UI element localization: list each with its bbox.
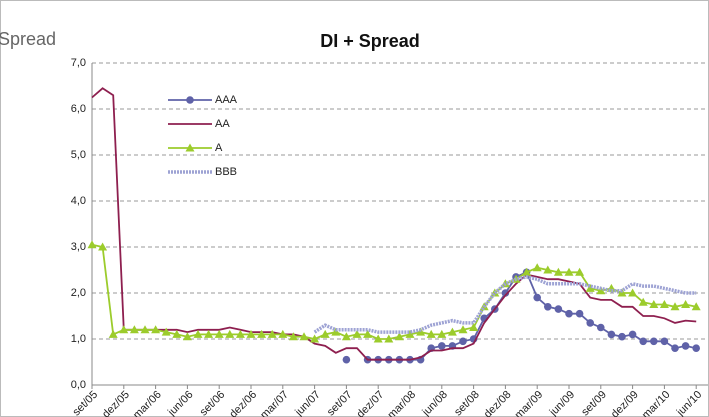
point: [554, 305, 563, 313]
point: [288, 332, 298, 341]
point: [586, 319, 594, 327]
point: [129, 325, 139, 334]
point: [341, 332, 351, 341]
point: [532, 263, 542, 272]
series-line: [91, 243, 697, 340]
point: [575, 267, 585, 276]
point: [172, 329, 182, 338]
legend-marker: [185, 143, 195, 152]
legend-label: BBB: [215, 166, 237, 178]
point: [438, 342, 446, 350]
point: [639, 337, 647, 346]
series-line: [313, 275, 697, 334]
point: [246, 329, 256, 338]
point: [363, 329, 373, 338]
point: [458, 325, 468, 334]
point: [310, 334, 320, 343]
point: [87, 240, 97, 249]
legend-label: AA: [215, 118, 230, 130]
point: [500, 279, 510, 288]
point: [331, 327, 341, 336]
point: [373, 334, 383, 343]
point: [352, 329, 362, 338]
point: [607, 330, 616, 339]
legend-label: A: [215, 142, 223, 154]
point: [416, 327, 426, 336]
point: [650, 337, 658, 346]
point: [691, 302, 701, 311]
point: [342, 355, 351, 364]
y-tick-label: 3,0: [71, 241, 86, 253]
y-tick-label: 5,0: [71, 149, 86, 161]
series-line: [91, 87, 697, 361]
point: [670, 302, 680, 311]
y-tick-label: 1,0: [71, 333, 86, 345]
point: [649, 300, 659, 308]
point: [214, 329, 224, 338]
point: [320, 329, 330, 338]
point: [437, 329, 447, 338]
legend-label: AAA: [215, 94, 238, 106]
point: [405, 329, 415, 338]
point: [459, 337, 467, 346]
point: [575, 309, 584, 318]
point: [267, 329, 277, 338]
point: [108, 329, 118, 338]
y-tick-label: 4,0: [71, 195, 86, 207]
y-tick-label: 6,0: [71, 103, 86, 115]
y-tick-label: 0,0: [71, 379, 86, 391]
point: [597, 323, 605, 332]
point: [659, 300, 669, 308]
point: [596, 286, 606, 295]
point: [299, 332, 309, 341]
point: [564, 267, 574, 276]
point: [225, 329, 235, 338]
point: [469, 323, 479, 331]
y-axis-label: Spread: [0, 29, 56, 49]
point: [628, 330, 637, 339]
point: [501, 289, 510, 297]
chart-title: DI + Spread: [320, 31, 420, 51]
point: [384, 334, 394, 343]
point: [235, 329, 245, 338]
point: [426, 329, 436, 338]
legend-marker: [186, 96, 194, 104]
point: [533, 293, 541, 302]
point: [278, 329, 288, 338]
point: [161, 327, 171, 336]
point: [692, 344, 700, 353]
point: [193, 329, 203, 338]
point: [394, 332, 404, 341]
point: [204, 329, 214, 338]
point: [671, 344, 679, 353]
point: [98, 242, 108, 251]
point: [119, 325, 129, 334]
point: [565, 309, 573, 318]
point: [681, 342, 690, 350]
point: [182, 332, 192, 341]
y-tick-label: 7,0: [71, 57, 86, 69]
point: [151, 325, 161, 334]
point: [628, 288, 638, 297]
point: [617, 288, 627, 297]
point: [522, 267, 532, 276]
point: [257, 329, 267, 338]
point: [585, 283, 595, 292]
point: [553, 267, 563, 276]
point: [638, 297, 648, 306]
y-tick-label: 2,0: [71, 287, 86, 299]
point: [544, 303, 552, 311]
point: [618, 332, 626, 341]
point: [681, 300, 691, 308]
point: [447, 327, 457, 336]
point: [660, 337, 669, 346]
point: [140, 325, 150, 334]
point: [543, 265, 553, 274]
